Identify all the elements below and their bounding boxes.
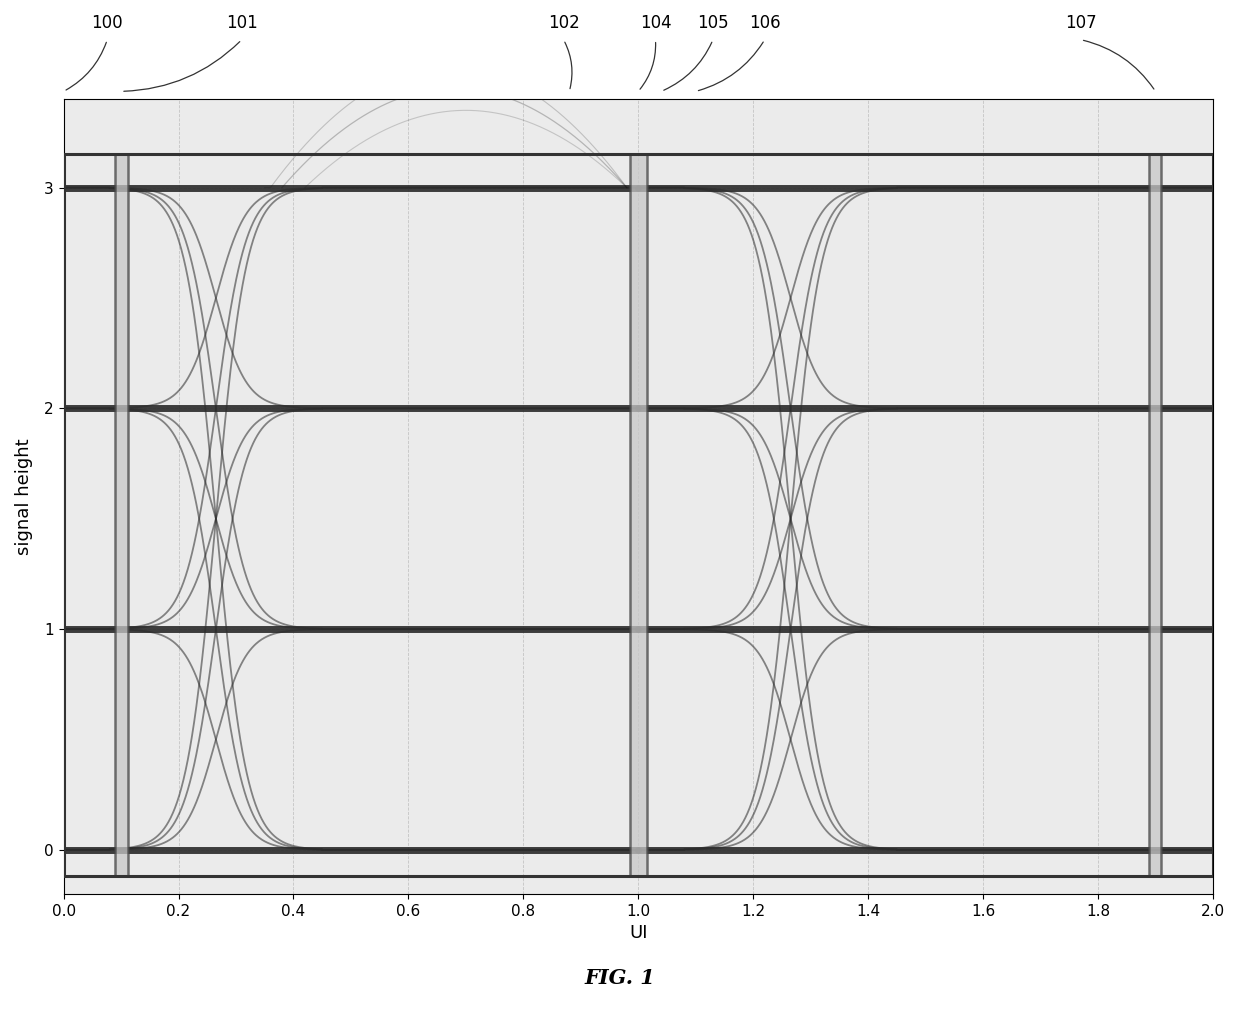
Text: 101: 101 [226, 14, 258, 31]
Text: 104: 104 [640, 14, 671, 31]
X-axis label: UI: UI [629, 924, 647, 942]
Text: 105: 105 [697, 14, 729, 31]
Y-axis label: signal height: signal height [15, 439, 33, 555]
Bar [1148, 155, 1161, 876]
Text: 107: 107 [1065, 14, 1096, 31]
Text: 106: 106 [749, 14, 780, 31]
Text: 100: 100 [92, 14, 123, 31]
Bar [630, 155, 647, 876]
Text: 102: 102 [548, 14, 579, 31]
Text: FIG. 1: FIG. 1 [584, 967, 656, 988]
Bar [115, 155, 128, 876]
